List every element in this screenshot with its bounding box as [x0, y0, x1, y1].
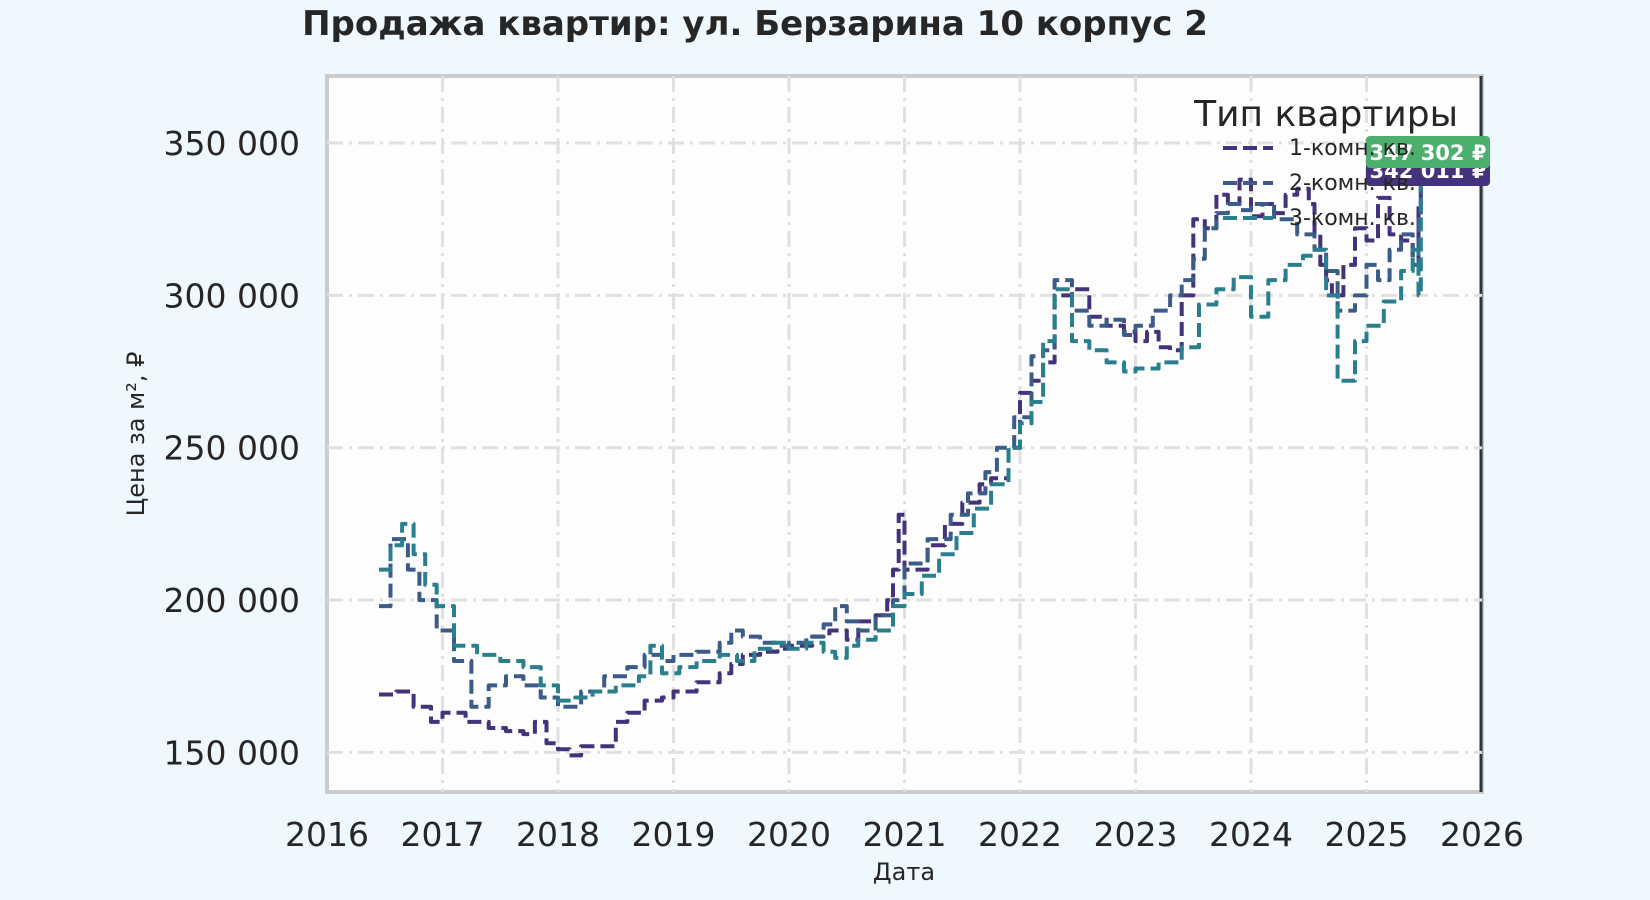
series-lines — [379, 151, 1423, 758]
x-tick-label: 2020 — [747, 815, 831, 854]
chart-title: Продажа квартир: ул. Берзарина 10 корпус… — [302, 4, 1208, 44]
x-axis-ticks: 2016 2017 2018 2019 2020 2021 2022 2023 2024 2025… — [285, 815, 1524, 854]
x-tick-label: 2024 — [1209, 815, 1293, 854]
x-axis-label: Дата — [873, 858, 935, 886]
grid — [327, 76, 1482, 792]
x-tick-label: 2025 — [1325, 815, 1409, 854]
legend-items: 1-комн. кв. 2-комн. кв. 3-комн. кв. — [1223, 136, 1416, 231]
y-axis-ticks: 150 000 200 000 250 000 300 000 350 000 — [164, 124, 300, 772]
y-tick-label: 150 000 — [164, 733, 300, 772]
legend-item-label: 2-комн. кв. — [1289, 171, 1416, 196]
y-axis-label: Цена за м², ₽ — [122, 352, 150, 517]
legend[interactable]: Тип квартиры 1-комн. кв. 2-комн. кв. 3-ком… — [1193, 94, 1458, 231]
x-tick-label: 2021 — [863, 815, 947, 854]
y-tick-label: 350 000 — [164, 124, 300, 163]
series-line-3 — [379, 151, 1423, 703]
x-tick-label: 2023 — [1094, 815, 1178, 854]
x-tick-label: 2019 — [632, 815, 716, 854]
legend-title: Тип квартиры — [1193, 94, 1458, 135]
legend-item-label: 3-комн. кв. — [1289, 206, 1416, 231]
y-tick-label: 200 000 — [164, 581, 300, 620]
x-tick-label: 2022 — [978, 815, 1062, 854]
series-line-2 — [379, 167, 1423, 709]
legend-item-label: 1-комн. кв. — [1289, 136, 1416, 161]
x-tick-label: 2016 — [285, 815, 369, 854]
end-label-text: 347 302 ₽ — [1370, 141, 1487, 165]
y-tick-label: 250 000 — [164, 429, 300, 468]
x-tick-label: 2017 — [401, 815, 485, 854]
y-tick-label: 300 000 — [164, 276, 300, 315]
end-value-labels: 342 011 ₽347 302 ₽ — [1366, 136, 1490, 186]
end-label-badge — [1366, 136, 1490, 168]
series-line-1 — [379, 167, 1423, 758]
x-tick-label: 2018 — [516, 815, 600, 854]
x-tick-label: 2026 — [1440, 815, 1524, 854]
